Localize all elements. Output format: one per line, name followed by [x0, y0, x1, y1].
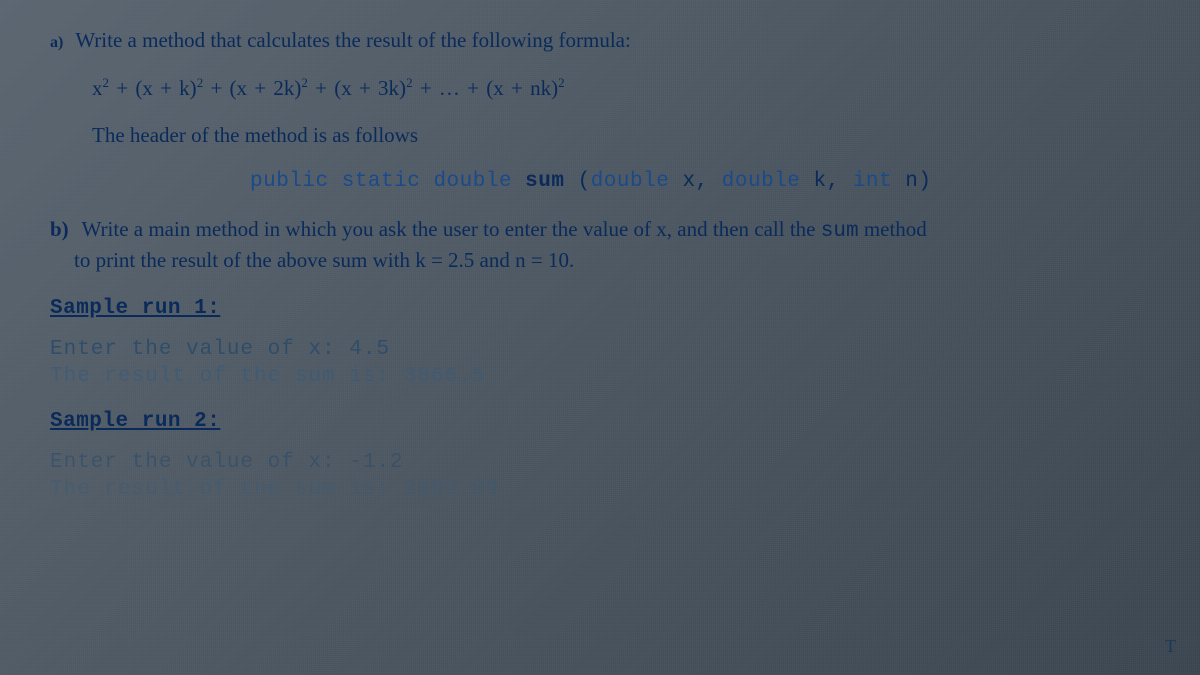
method-name: sum — [525, 170, 564, 193]
method-params: (double x, double k, int n) — [578, 170, 932, 193]
part-a-text: Write a method that calculates the resul… — [75, 28, 630, 52]
formula: x2 + (x + k)2 + (x + 2k)2 + (x + 3k)2 + … — [92, 75, 1150, 101]
method-header-intro: The header of the method is as follows — [92, 123, 1150, 148]
bullet-a: a) — [50, 34, 63, 51]
sample1-result: The result of the sum is: 3866.5 — [50, 365, 1150, 388]
keyword-modifiers: public static — [250, 170, 420, 193]
bullet-b: b) — [50, 217, 69, 241]
part-b-line2: to print the result of the above sum wit… — [74, 246, 574, 274]
sample-run-1-block: Enter the value of x: 4.5 The result of … — [50, 338, 1150, 388]
part-b-line1: Write a main method in which you ask the… — [82, 217, 821, 241]
sample-run-2-heading: Sample run 2: — [50, 410, 1150, 433]
part-a-prompt: a) Write a method that calculates the re… — [50, 28, 1150, 53]
part-b-prompt: b) Write a main method in which you ask … — [50, 215, 1150, 275]
sum-inline: sum — [821, 220, 859, 243]
sample1-enter: Enter the value of x: 4.5 — [50, 338, 1150, 361]
part-b-line1-end: method — [859, 217, 927, 241]
sample2-result: The result of the sum is: 2092.09 — [50, 478, 1150, 501]
corner-mark: T — [1165, 636, 1176, 657]
sample-run-1-heading: Sample run 1: — [50, 297, 1150, 320]
sample2-enter: Enter the value of x: -1.2 — [50, 451, 1150, 474]
sample-run-2-block: Enter the value of x: -1.2 The result of… — [50, 451, 1150, 501]
method-signature: public static double sum (double x, doub… — [250, 170, 1150, 193]
return-type: double — [433, 170, 512, 193]
